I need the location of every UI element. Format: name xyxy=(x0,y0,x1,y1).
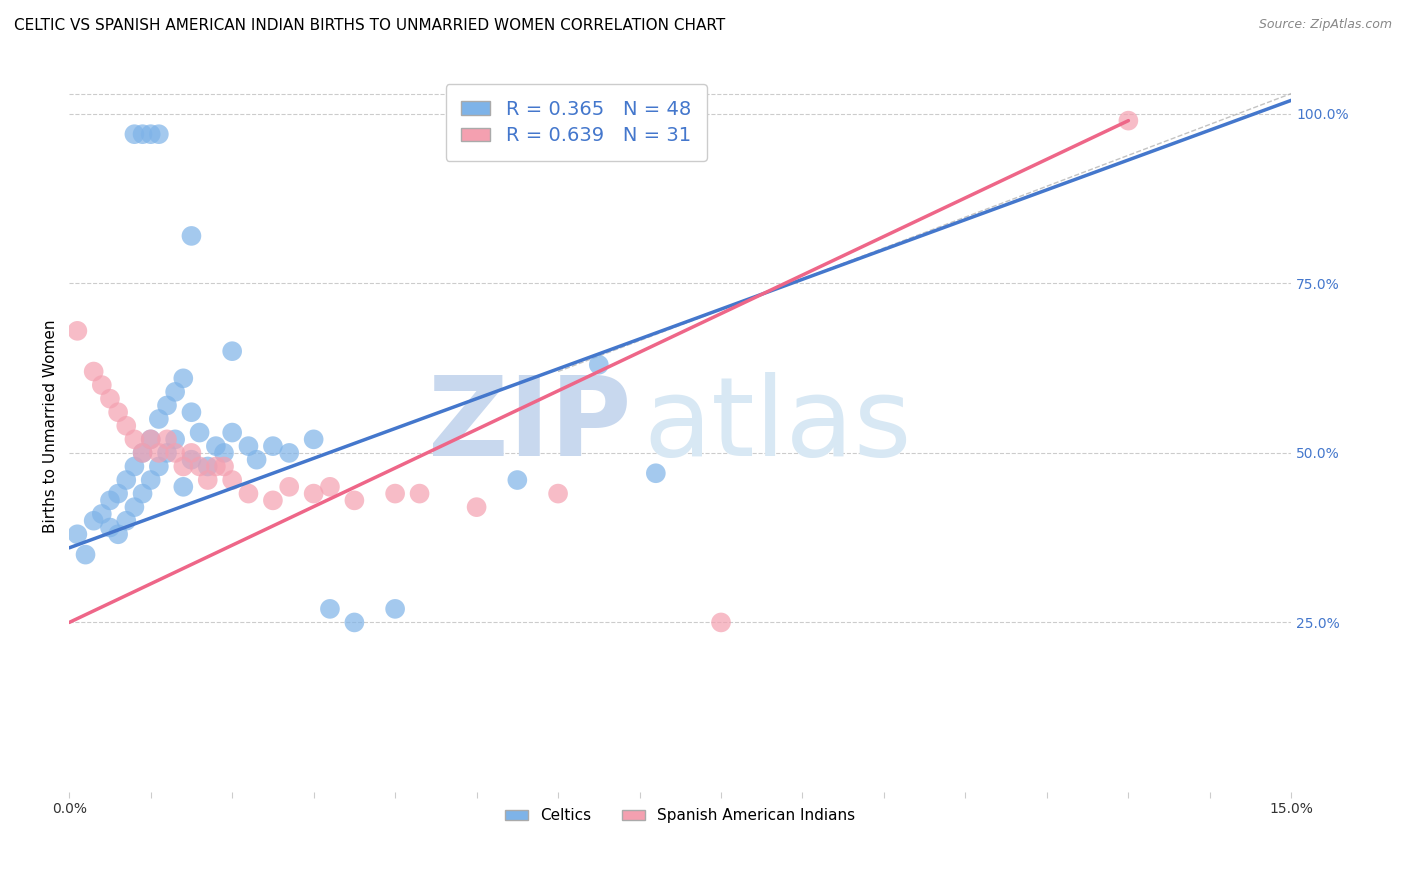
Point xyxy=(408,486,430,500)
Point xyxy=(262,439,284,453)
Point xyxy=(131,127,153,141)
Point xyxy=(302,486,325,500)
Point xyxy=(180,228,202,243)
Point xyxy=(197,473,219,487)
Point xyxy=(238,486,260,500)
Point xyxy=(180,452,202,467)
Point xyxy=(188,459,211,474)
Point xyxy=(180,405,202,419)
Point xyxy=(465,500,488,515)
Point xyxy=(148,459,170,474)
Point xyxy=(278,480,301,494)
Point xyxy=(98,520,121,534)
Point xyxy=(148,127,170,141)
Point xyxy=(644,467,666,481)
Point xyxy=(384,602,406,616)
Point xyxy=(98,392,121,406)
Point xyxy=(343,493,366,508)
Point xyxy=(115,473,138,487)
Point xyxy=(139,127,162,141)
Point xyxy=(156,446,179,460)
Point xyxy=(221,425,243,440)
Point xyxy=(547,486,569,500)
Point xyxy=(221,344,243,359)
Point xyxy=(319,602,342,616)
Point xyxy=(115,418,138,433)
Point xyxy=(188,425,211,440)
Point xyxy=(246,452,269,467)
Point xyxy=(131,446,153,460)
Point xyxy=(588,358,610,372)
Text: atlas: atlas xyxy=(644,372,912,479)
Point xyxy=(107,527,129,541)
Y-axis label: Births to Unmarried Women: Births to Unmarried Women xyxy=(44,319,58,533)
Point xyxy=(238,439,260,453)
Point xyxy=(180,446,202,460)
Point xyxy=(98,493,121,508)
Point xyxy=(506,473,529,487)
Point xyxy=(156,399,179,413)
Point xyxy=(172,459,194,474)
Point xyxy=(124,433,146,447)
Text: CELTIC VS SPANISH AMERICAN INDIAN BIRTHS TO UNMARRIED WOMEN CORRELATION CHART: CELTIC VS SPANISH AMERICAN INDIAN BIRTHS… xyxy=(14,18,725,33)
Point xyxy=(205,459,228,474)
Point xyxy=(66,527,89,541)
Point xyxy=(90,507,112,521)
Point xyxy=(139,433,162,447)
Point xyxy=(124,500,146,515)
Point xyxy=(212,446,235,460)
Point xyxy=(131,446,153,460)
Point xyxy=(165,433,187,447)
Text: Source: ZipAtlas.com: Source: ZipAtlas.com xyxy=(1258,18,1392,31)
Point xyxy=(83,514,105,528)
Point xyxy=(131,486,153,500)
Point xyxy=(319,480,342,494)
Point xyxy=(302,433,325,447)
Point xyxy=(212,459,235,474)
Point xyxy=(75,548,97,562)
Point xyxy=(343,615,366,630)
Point xyxy=(124,459,146,474)
Point xyxy=(124,127,146,141)
Point xyxy=(66,324,89,338)
Point xyxy=(205,439,228,453)
Point xyxy=(156,433,179,447)
Point xyxy=(710,615,733,630)
Point xyxy=(83,365,105,379)
Point xyxy=(115,514,138,528)
Point xyxy=(384,486,406,500)
Point xyxy=(262,493,284,508)
Point xyxy=(139,473,162,487)
Point xyxy=(148,412,170,426)
Point xyxy=(197,459,219,474)
Point xyxy=(165,384,187,399)
Point xyxy=(1118,113,1140,128)
Point xyxy=(278,446,301,460)
Point xyxy=(165,446,187,460)
Legend: Celtics, Spanish American Indians: Celtics, Spanish American Indians xyxy=(494,797,868,836)
Point xyxy=(221,473,243,487)
Text: ZIP: ZIP xyxy=(427,372,631,479)
Point xyxy=(107,405,129,419)
Point xyxy=(172,480,194,494)
Point xyxy=(139,433,162,447)
Point xyxy=(107,486,129,500)
Point xyxy=(172,371,194,385)
Point xyxy=(148,446,170,460)
Point xyxy=(90,378,112,392)
